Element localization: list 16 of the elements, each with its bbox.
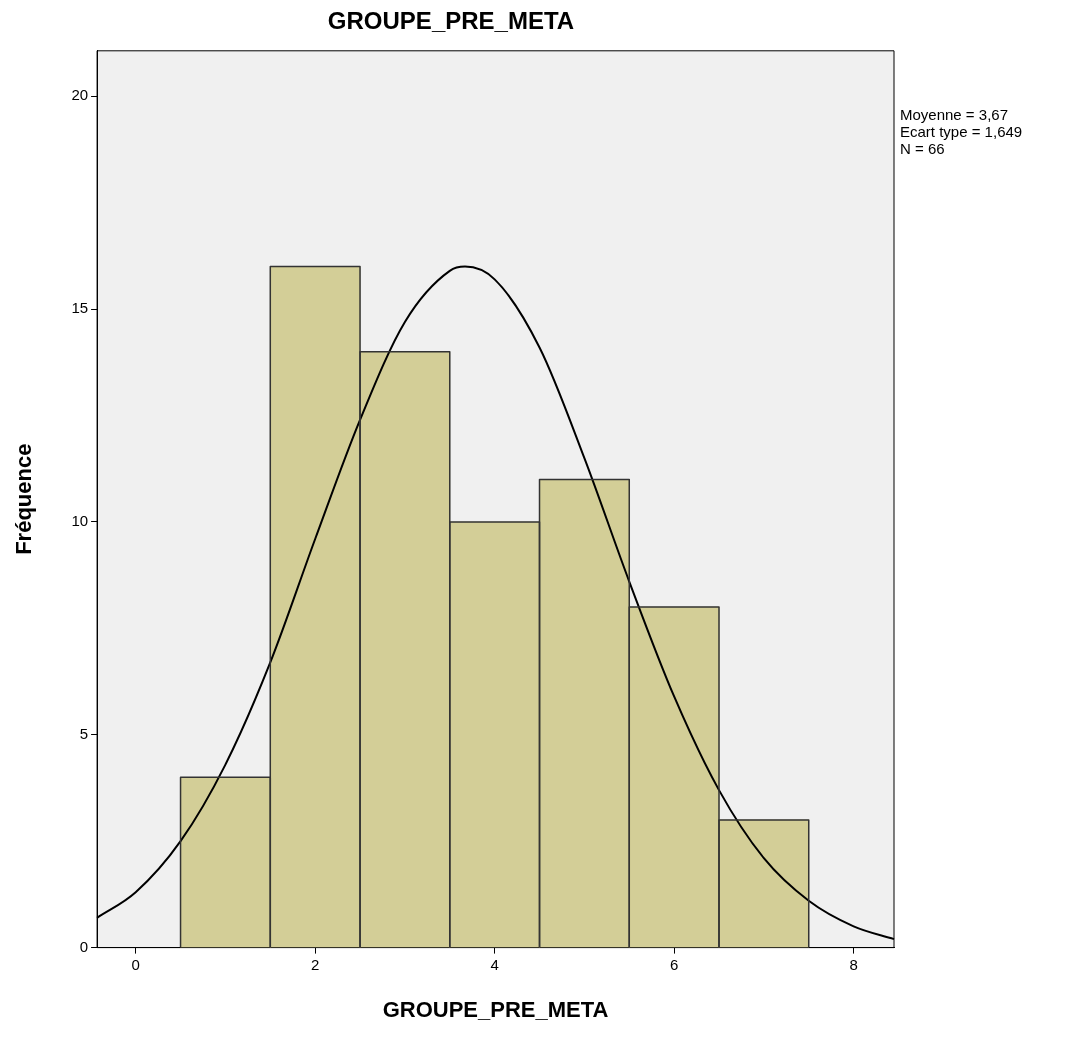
x-tick-label: 4 [490, 955, 499, 973]
text: Ecart type = 1,649 [900, 123, 1023, 140]
y-axis-title: Fréquence [11, 443, 37, 555]
y-tick-label: 0 [79, 937, 89, 955]
text: Moyenne = 3,67 [900, 106, 1009, 123]
x-tick-label: 6 [669, 955, 679, 973]
x-axis-title: GROUPE_PRE_META [382, 996, 609, 1022]
y-tick-label: 20 [71, 86, 89, 104]
y-tick-label: 15 [71, 299, 89, 317]
x-tick-label: 0 [131, 955, 140, 973]
y-tick-label: 10 [71, 512, 89, 530]
x-tick-label: 2 [310, 955, 320, 973]
text: N = 66 [900, 140, 946, 157]
x-tick-label: 8 [849, 955, 858, 973]
chart-title: GROUPE_PRE_META [327, 7, 575, 35]
y-tick-label: 5 [79, 724, 89, 742]
